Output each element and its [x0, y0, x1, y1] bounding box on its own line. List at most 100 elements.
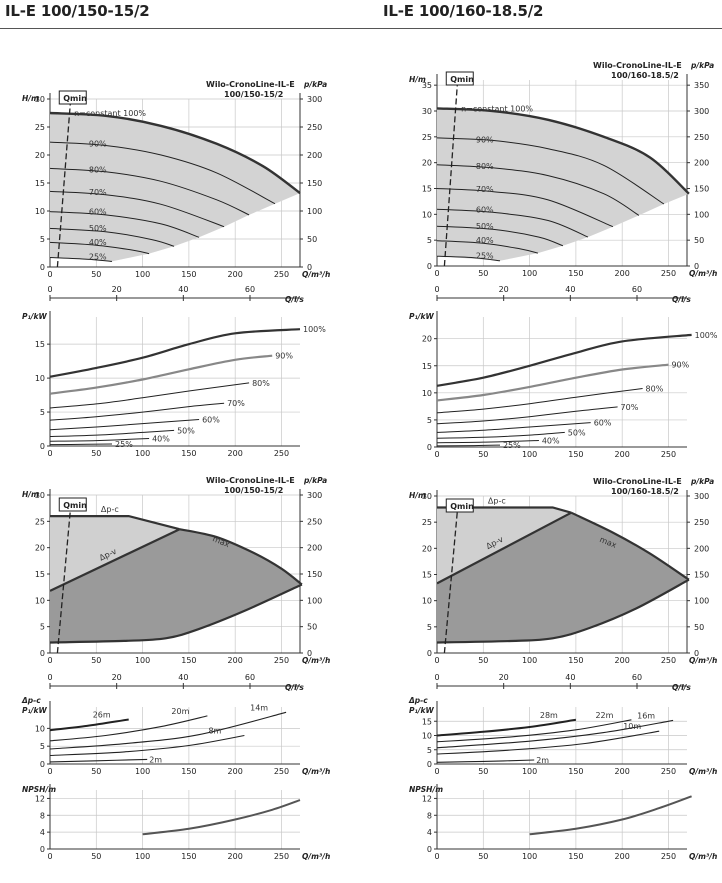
left-npsh-ytick-label: 4 — [40, 828, 45, 837]
right-head-n-ytick-label: 30 — [422, 107, 432, 116]
left-npsh-ylabel: NPSH/m — [22, 785, 56, 794]
left-head-dp-q2tick-label: 40 — [178, 673, 188, 682]
left-head-dp-curve-min — [49, 583, 303, 644]
left-power-xtick-label: 150 — [181, 449, 196, 458]
left-head-dp-xtick-label: 200 — [228, 656, 243, 665]
left-head-dp-ytick-label: 5 — [40, 623, 45, 632]
left-head-n-y2tick-label: 250 — [307, 123, 322, 132]
left-head-n-model-label: Wilo-CronoLine-IL-E — [206, 80, 295, 89]
right-power-curve-label: 80% — [646, 385, 664, 394]
left-power-curve-label: 70% — [227, 399, 245, 408]
left-npsh-xtick-label: 0 — [47, 852, 52, 861]
right-head-n-curve-label: n=constant 100% — [461, 104, 533, 113]
right-power-xtick-label: 100 — [522, 450, 537, 459]
right-dpc-power-ytick-label: 10 — [422, 732, 432, 741]
right-dpc-power-curve-label: 28m — [540, 711, 558, 720]
left-power-curve-25 — [49, 443, 113, 446]
right-head-n-xtick-label: 250 — [661, 269, 676, 278]
right-head-n-ytick-label: 0 — [427, 262, 432, 271]
right-dpc-power-curve-28m — [436, 718, 577, 737]
right-power-curve-70 — [436, 406, 618, 425]
right-head-n-xlabel: Q/m³/h — [689, 269, 717, 278]
right-head-dp-dpc-field — [437, 507, 572, 584]
right-head-n-ytick-label: 20 — [422, 159, 432, 168]
right-dpc-power-curve-16m — [436, 719, 674, 749]
right-head-n-ytick-label: 10 — [422, 210, 432, 219]
right-npsh-ylabel: NPSH/m — [409, 785, 443, 794]
left-head-n-q2label: Q/l/s — [285, 295, 304, 304]
left-power-curve-60 — [49, 419, 200, 431]
right-head-dp-y2tick-label: 50 — [694, 623, 704, 632]
right-head-dp-ylabel2: p/kPa — [690, 477, 714, 486]
left-dpc-power-curve-label: 8m — [208, 727, 221, 736]
right-head-n-qmin-label: Qmin — [450, 75, 474, 84]
right-head-dp-ytick-label: 10 — [422, 597, 432, 606]
left-head-dp-xtick-label: 150 — [181, 656, 196, 665]
right-npsh-xtick-label: 250 — [661, 852, 676, 861]
left-head-n-y2tick-label: 200 — [307, 151, 322, 160]
left-dpc-power-curve-20m — [49, 715, 208, 742]
right-head-n-y2tick-label: 50 — [694, 236, 704, 245]
left-head-dp-y2tick-label: 50 — [307, 623, 317, 632]
right-dpc-power-ylabel: P₁/kW — [409, 706, 435, 715]
right-dpc-power-xtick-label: 50 — [478, 767, 488, 776]
left-head-dp-ylabel2: p/kPa — [303, 476, 327, 485]
left-head-dp-xlabel: Q/m³/h — [302, 656, 330, 665]
left-npsh-xtick-label: 250 — [274, 852, 289, 861]
right-head-n-q2tick-label: 40 — [565, 285, 575, 294]
right-head-n-model-sub: 100/160-18.5/2 — [611, 71, 679, 80]
left-head-dp-ylabel: H/m — [22, 490, 39, 499]
left-dpc-power-curve-2m — [49, 758, 148, 763]
left-head-n-ytick-label: 15 — [35, 179, 45, 188]
right-dpc-power-curve-10m — [436, 730, 660, 755]
left-head-dp-q2tick-label: 60 — [245, 673, 255, 682]
right-dpc-power-curve-22m — [436, 719, 632, 743]
right-head-n-q2tick-label: 20 — [499, 285, 509, 294]
left-npsh-xtick-label: 200 — [228, 852, 243, 861]
left-head-n-curve-label: 90% — [89, 140, 107, 149]
right-head-dp-curve-max — [570, 511, 690, 581]
left-power-curve-90 — [49, 354, 273, 395]
right-dpc-power-curve-label: 2m — [536, 756, 549, 765]
left-power-curve-label: 60% — [202, 416, 220, 425]
left-head-n-y2tick-label: 0 — [307, 263, 312, 272]
right-head-n-y2tick-label: 150 — [694, 185, 709, 194]
right-head-n-y2tick-label: 200 — [694, 159, 709, 168]
left-dpc-power-ytick-label: 10 — [35, 724, 45, 733]
right-head-n-y2tick-label: 100 — [694, 210, 709, 219]
left-head-n-curve-label: 80% — [89, 165, 107, 174]
left-head-n-curve-80 — [49, 167, 250, 216]
right-power-ytick-label: 10 — [422, 389, 432, 398]
left-dpc-power-curve-label: 14m — [250, 703, 268, 712]
left-head-n-curve-label: 70% — [89, 188, 107, 197]
left-dpc-power-curve-label: 26m — [93, 710, 111, 719]
left-head-n-curve-label: 60% — [89, 208, 107, 217]
left-head-dp-curve-dpc — [50, 515, 180, 531]
left-power-curve-label: 50% — [177, 426, 195, 435]
right-head-dp-xlabel: Q/m³/h — [689, 656, 717, 665]
left-power-ytick-label: 0 — [40, 442, 45, 451]
left-head-n-curve-70 — [49, 190, 225, 228]
left-power-xtick-label: 250 — [274, 449, 289, 458]
right-head-n-ytick-label: 5 — [427, 236, 432, 245]
right-dpc-power-curve-label: 22m — [595, 711, 613, 720]
right-head-n-y2tick-label: 250 — [694, 133, 709, 142]
right-head-dp-ytick-label: 20 — [422, 544, 432, 553]
right-power-curve-label: 100% — [695, 331, 718, 340]
right-head-n-curve-label: 25% — [476, 251, 494, 260]
right-power-xtick-label: 250 — [661, 450, 676, 459]
left-npsh-ytick-label: 12 — [35, 794, 45, 803]
left-head-n-xtick-label: 0 — [47, 270, 52, 279]
left-head-n-curve-label: 50% — [89, 224, 107, 233]
left-dpc-power-xtick-label: 150 — [181, 767, 196, 776]
left-head-n-y2tick-label: 100 — [307, 207, 322, 216]
left-head-n-q2tick-label: 0 — [47, 285, 52, 294]
right-head-n-curve-label: 80% — [476, 162, 494, 171]
right-dpc-power-curve-label: 10m — [623, 722, 641, 731]
right-head-n-q2tick-label: 0 — [434, 285, 439, 294]
left-head-dp-xtick-label: 0 — [47, 656, 52, 665]
left-head-dp-ytick-label: 10 — [35, 596, 45, 605]
right-head-dp-xtick-label: 150 — [568, 656, 583, 665]
left-head-dp-qmin-label: Qmin — [63, 501, 87, 510]
left-dpc-power-xtick-label: 100 — [135, 767, 150, 776]
